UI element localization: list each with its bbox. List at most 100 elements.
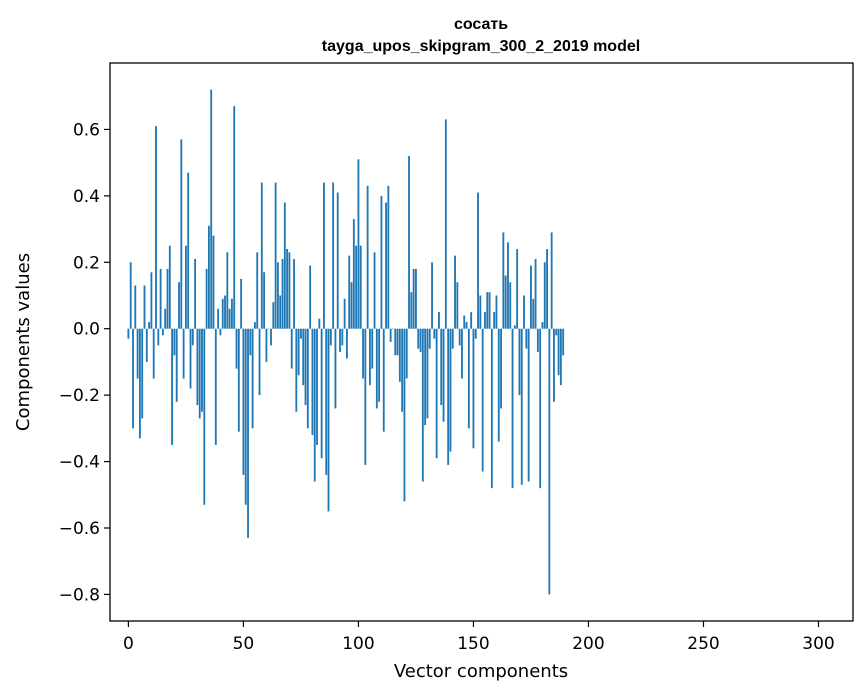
- bar-189: [562, 328, 565, 356]
- bar-111: [382, 328, 385, 432]
- bar-168: [513, 325, 516, 329]
- bar-177: [534, 258, 537, 329]
- x-tick-label: 0: [123, 634, 134, 654]
- bar-176: [532, 298, 535, 329]
- bar-102: [362, 328, 364, 379]
- bar-44: [228, 308, 231, 329]
- bar-107: [373, 252, 376, 329]
- bar-106: [371, 328, 374, 369]
- bar-169: [516, 249, 519, 329]
- bar-100: [357, 159, 360, 329]
- bar-162: [500, 328, 502, 409]
- bar-52: [247, 328, 249, 538]
- bar-75: [300, 328, 302, 339]
- bar-127: [419, 328, 422, 352]
- bar-161: [497, 328, 500, 442]
- bar-140: [449, 328, 452, 452]
- bar-79: [309, 265, 312, 329]
- bar-22: [178, 282, 180, 329]
- x-tick-label: 50: [233, 634, 255, 654]
- bar-157: [488, 292, 491, 329]
- bar-171: [520, 328, 523, 485]
- y-tick-label: 0.4: [73, 187, 100, 207]
- bar-152: [477, 192, 479, 329]
- bar-126: [417, 328, 420, 349]
- bar-134: [435, 328, 438, 459]
- bar-95: [346, 328, 348, 359]
- bar-42: [224, 295, 226, 329]
- bar-87: [327, 328, 330, 512]
- bar-97: [350, 282, 353, 329]
- bar-132: [431, 262, 433, 329]
- bar-53: [249, 328, 252, 356]
- bar-23: [180, 139, 183, 329]
- bar-20: [173, 328, 176, 356]
- x-tick-label: 200: [572, 634, 604, 654]
- bar-105: [369, 328, 371, 386]
- bar-34: [205, 268, 208, 329]
- bar-133: [433, 328, 436, 339]
- bar-167: [511, 328, 514, 489]
- bar-164: [504, 275, 507, 329]
- bar-68: [283, 202, 286, 329]
- bar-142: [454, 255, 456, 329]
- bar-88: [329, 328, 332, 346]
- bar-173: [525, 328, 528, 349]
- bar-46: [233, 106, 236, 329]
- y-tick-label: 0.6: [73, 120, 100, 140]
- y-tick-label: −0.4: [59, 453, 100, 473]
- bar-26: [187, 172, 190, 329]
- y-tick-label: 0.0: [73, 320, 100, 340]
- bar-37: [212, 235, 215, 329]
- bar-81: [313, 328, 316, 482]
- x-tick-label: 150: [457, 634, 489, 654]
- bar-129: [424, 328, 427, 426]
- y-tick-label: −0.6: [59, 519, 100, 539]
- bar-43: [226, 252, 229, 329]
- bar-58: [260, 182, 263, 329]
- y-axis-ticks: −0.8 −0.6 −0.4 −0.2 0.0 0.2 0.4 0.6: [59, 120, 110, 605]
- bar-148: [467, 328, 470, 429]
- bar-103: [364, 328, 367, 465]
- bar-77: [304, 328, 307, 406]
- bar-11: [152, 328, 155, 379]
- bar-151: [474, 328, 477, 339]
- y-tick-label: −0.8: [59, 585, 100, 605]
- bar-175: [530, 265, 532, 329]
- bar-56: [256, 252, 259, 329]
- bar-10: [150, 272, 153, 329]
- bar-145: [461, 328, 463, 379]
- bar-89: [332, 182, 335, 329]
- bar-94: [343, 298, 346, 329]
- bar-47: [235, 328, 238, 369]
- bar-5: [138, 328, 141, 439]
- bar-39: [217, 308, 220, 329]
- bar-32: [201, 328, 203, 412]
- bar-19: [171, 328, 174, 445]
- bar-98: [352, 219, 355, 329]
- bar-76: [302, 328, 305, 386]
- bar-12: [155, 126, 157, 329]
- bar-41: [221, 298, 224, 329]
- x-tick-label: 300: [802, 634, 834, 654]
- bar-156: [486, 292, 489, 329]
- bar-3: [134, 285, 137, 329]
- bar-28: [191, 328, 194, 346]
- bar-146: [463, 315, 466, 329]
- bar-69: [286, 249, 289, 329]
- bar-54: [251, 328, 254, 429]
- bar-165: [507, 242, 509, 329]
- bar-116: [394, 328, 397, 356]
- bar-9: [148, 322, 151, 329]
- bar-187: [557, 328, 560, 376]
- bar-101: [359, 245, 362, 329]
- y-tick-label: −0.2: [59, 386, 100, 406]
- bar-71: [290, 328, 293, 369]
- bar-51: [244, 328, 247, 505]
- bar-21: [175, 328, 178, 402]
- y-tick-label: 0.2: [73, 253, 100, 273]
- bar-163: [502, 232, 505, 329]
- bar-159: [493, 312, 496, 329]
- bar-18: [168, 245, 171, 329]
- bar-57: [258, 328, 261, 396]
